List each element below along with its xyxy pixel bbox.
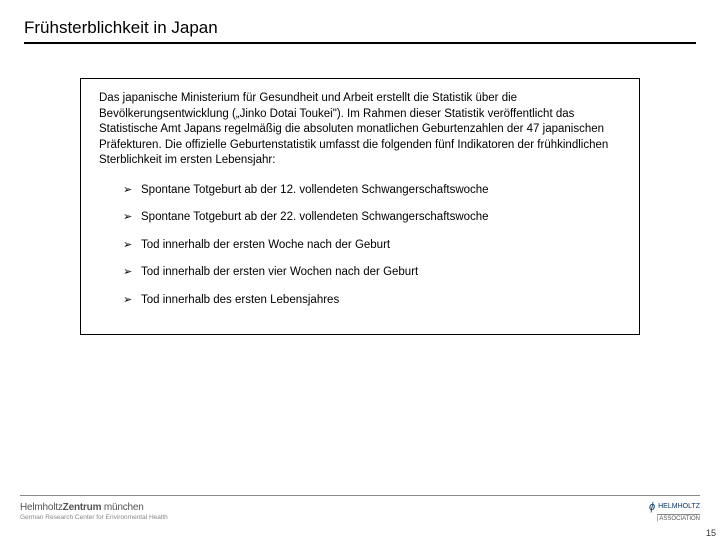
logo-text-bold: Zentrum bbox=[63, 502, 102, 513]
logo-right: ɸ HELMHOLTZ | ASSOCIATION bbox=[649, 501, 700, 522]
helmholtz-mark-icon: ɸ bbox=[649, 501, 655, 513]
footer: HelmholtzZentrum münchen German Research… bbox=[0, 492, 720, 530]
page-number: 15 bbox=[706, 528, 716, 538]
logo-text: münchen bbox=[101, 502, 143, 513]
logo-right-line2: | ASSOCIATION bbox=[657, 514, 700, 522]
logo-right-line1: ɸ HELMHOLTZ bbox=[649, 501, 700, 513]
list-item: Tod innerhalb des ersten Lebensjahres bbox=[123, 293, 621, 309]
logo-left-line2: German Research Center for Environmental… bbox=[20, 514, 168, 521]
logo-text: Helmholtz bbox=[20, 502, 63, 513]
intro-paragraph: Das japanische Ministerium für Gesundhei… bbox=[99, 91, 621, 169]
logo-left: HelmholtzZentrum münchen German Research… bbox=[20, 502, 168, 521]
list-item: Tod innerhalb der ersten vier Wochen nac… bbox=[123, 265, 621, 281]
logo-left-line1: HelmholtzZentrum münchen bbox=[20, 502, 168, 513]
bullet-list: Spontane Totgeburt ab der 12. vollendete… bbox=[99, 183, 621, 309]
content-box: Das japanische Ministerium für Gesundhei… bbox=[80, 78, 640, 335]
page-title: Frühsterblichkeit in Japan bbox=[24, 18, 696, 44]
list-item: Spontane Totgeburt ab der 12. vollendete… bbox=[123, 183, 621, 199]
logo-right-text: HELMHOLTZ bbox=[658, 503, 700, 510]
list-item: Spontane Totgeburt ab der 22. vollendete… bbox=[123, 210, 621, 226]
list-item: Tod innerhalb der ersten Woche nach der … bbox=[123, 238, 621, 254]
